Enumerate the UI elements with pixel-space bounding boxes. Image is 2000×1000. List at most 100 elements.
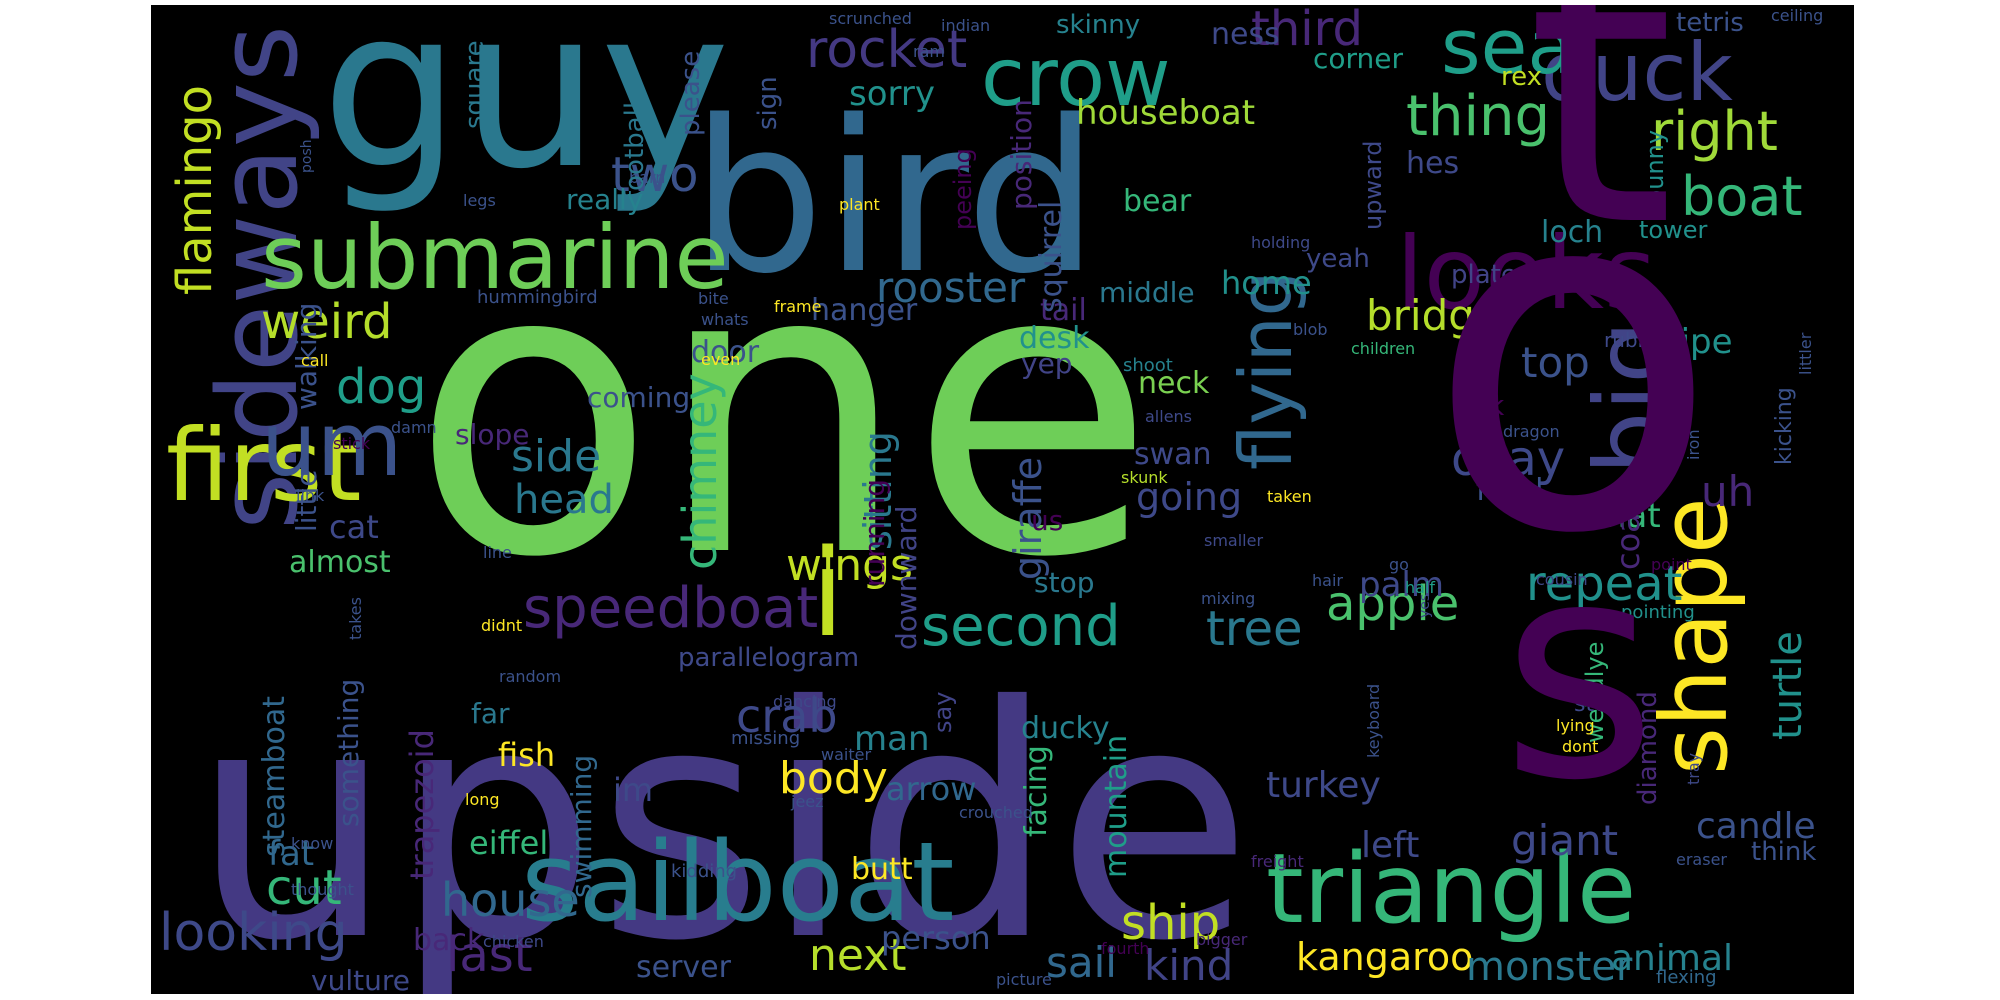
word-bite: bite <box>698 289 729 308</box>
word-ship: ship <box>1121 895 1220 951</box>
word-weird: weird <box>261 294 392 350</box>
word-uh: uh <box>1701 467 1754 516</box>
word-plate: plate <box>1451 260 1517 290</box>
word-step: step <box>1574 692 1622 717</box>
word-back: back <box>413 923 485 958</box>
word-line: line <box>483 543 512 562</box>
word-home: home <box>1221 264 1312 302</box>
word-swan: swan <box>1134 437 1212 472</box>
word-something: something <box>332 679 365 827</box>
word-mixing: mixing <box>1201 589 1255 608</box>
word-pipe: pipe <box>1659 322 1733 362</box>
word-tree: tree <box>1206 601 1303 657</box>
word-dragon: dragon <box>1503 422 1560 441</box>
word-little: little <box>290 469 323 532</box>
word-whats: whats <box>701 310 749 329</box>
word-damn: damn <box>391 418 437 437</box>
word-rocket: rocket <box>806 20 967 80</box>
word-desk: desk <box>1019 321 1090 356</box>
word-looks: looks <box>1396 215 1656 332</box>
word-giant: giant <box>1511 816 1618 865</box>
word-littler: littler <box>1796 332 1815 375</box>
word-ceiling: ceiling <box>1771 6 1823 25</box>
word-middle: middle <box>1099 276 1195 309</box>
word-neck: neck <box>1138 366 1210 401</box>
word-um: um <box>261 393 403 496</box>
word-people: people <box>1561 757 1615 776</box>
word-layer: oneupsideguybirdsidewayssubmarinefirstsa… <box>159 5 1823 994</box>
word-barn: barn <box>629 168 665 187</box>
word-seal: seal <box>1441 5 1595 91</box>
word-posh: posh <box>299 139 315 173</box>
word-top: top <box>1521 338 1590 387</box>
word-right: right <box>1651 100 1778 163</box>
word-dancing: dancing <box>773 692 837 711</box>
word-apple: apple <box>1326 576 1459 632</box>
word-camel: camel <box>1541 255 1589 274</box>
word-indian: indian <box>941 16 990 35</box>
word-even: even <box>701 350 740 369</box>
word-sailboat: sailboat <box>521 818 955 946</box>
word-call: call <box>301 351 329 370</box>
word-bear: bear <box>1123 184 1192 219</box>
word-squirrel: squirrel <box>1034 201 1069 313</box>
word-plant: plant <box>839 195 880 214</box>
word-trapezoid: trapezoid <box>403 729 441 880</box>
word-crouched: crouched <box>959 803 1033 822</box>
word-square: square <box>460 40 490 129</box>
word-houseboat: houseboat <box>1076 93 1255 133</box>
word-two: two <box>611 147 698 203</box>
word-dont: dont <box>1562 737 1598 756</box>
word-stick: stick <box>333 434 371 453</box>
word-holding: holding <box>1251 233 1310 252</box>
word-sideways: sideways <box>194 25 322 530</box>
word-know: know <box>291 834 333 853</box>
word-sign: sign <box>753 76 783 130</box>
word-flying: flying <box>1224 271 1308 470</box>
word-really: really <box>566 183 643 216</box>
word-sitting: sitting <box>856 431 900 550</box>
word-left: left <box>1361 825 1419 866</box>
word-picture: picture <box>996 970 1052 989</box>
word-stop: stop <box>1034 566 1094 599</box>
word-slope: slope <box>455 418 530 451</box>
word-hat: hat <box>1605 496 1661 536</box>
word-mountain: mountain <box>1099 735 1134 878</box>
word-walking: walking <box>290 303 323 410</box>
word-head: head <box>514 477 614 523</box>
word-kidding: kidding <box>671 861 737 882</box>
word-body: body <box>779 753 888 804</box>
word-bird: bird <box>691 75 1099 320</box>
word-fourth: fourth <box>1101 939 1150 958</box>
word-submarine: submarine <box>261 206 729 309</box>
word-fetal: fetal <box>1476 473 1544 508</box>
word-missing: missing <box>731 728 800 749</box>
word-third: third <box>1251 5 1363 57</box>
word-frame: frame <box>774 297 821 316</box>
word-eraser: eraser <box>1676 850 1727 869</box>
word-s: s <box>1501 497 1657 846</box>
word-cloud-panel: one upside guy bird sideways submarine first sa… <box>151 5 1854 994</box>
word-bridge: bridge <box>1366 291 1501 340</box>
word-chicken: chicken <box>483 932 544 951</box>
word-half: half <box>1405 578 1435 597</box>
word-second: second <box>921 594 1121 659</box>
word-please: please <box>676 51 706 136</box>
word-first: first <box>166 407 361 524</box>
word-iron: iron <box>1684 429 1703 460</box>
word-cousin: cousin <box>1536 570 1588 589</box>
word-downward: downward <box>890 506 923 650</box>
word-tail: tail <box>1040 293 1087 328</box>
word-arrow: arrow <box>886 770 976 808</box>
word-t: t <box>1526 5 1675 310</box>
word-tray: tray <box>1684 753 1703 785</box>
word-giraffe: giraffe <box>1006 457 1050 580</box>
word-fat: fat <box>268 834 314 874</box>
word-rubber: rubber <box>1604 328 1672 352</box>
word-corner: corner <box>1313 42 1404 75</box>
word-sorry: sorry <box>849 74 935 114</box>
word-skinny: skinny <box>1056 10 1140 40</box>
word-thought: thought <box>291 880 354 899</box>
word-lying: lying <box>1556 716 1595 735</box>
word-link: link <box>296 486 325 505</box>
